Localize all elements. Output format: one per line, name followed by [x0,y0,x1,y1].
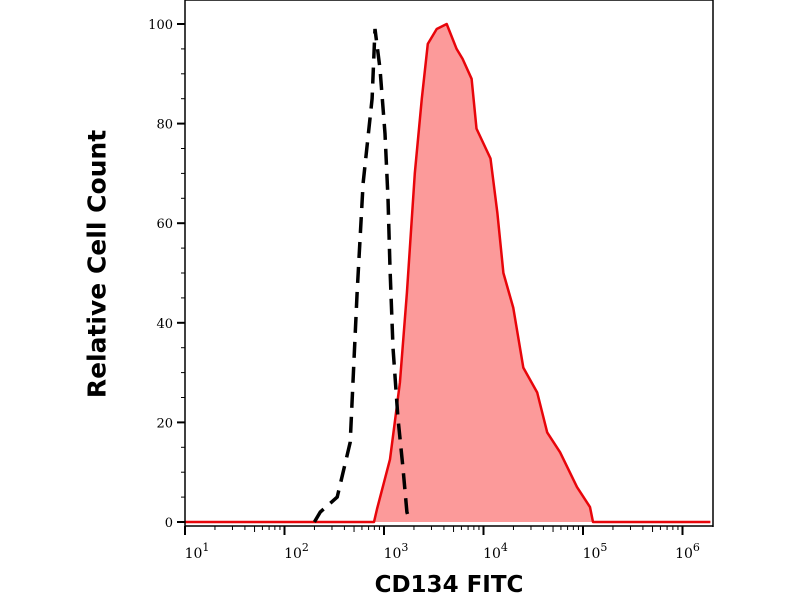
x-tick-label: 105 [583,541,608,562]
y-tick-label: 60 [156,217,173,232]
y-axis-title: Relative Cell Count [82,129,112,399]
series-fill-stained [185,24,711,522]
x-tick-label: 102 [284,541,309,562]
y-tick-label: 40 [156,317,173,332]
x-tick-label: 101 [185,541,210,562]
x-tick-label: 103 [384,541,409,562]
series-line-stained [185,22,711,524]
x-axis-title: CD134 FITC [374,572,524,598]
y-tick-label: 80 [156,118,173,133]
series-line-isotype [312,28,412,523]
y-tick-label: 0 [165,516,173,531]
x-tick-label: 106 [675,541,700,562]
x-tick-label: 104 [483,541,508,562]
y-tick-label: 20 [156,416,173,431]
y-tick-label: 100 [148,18,173,33]
